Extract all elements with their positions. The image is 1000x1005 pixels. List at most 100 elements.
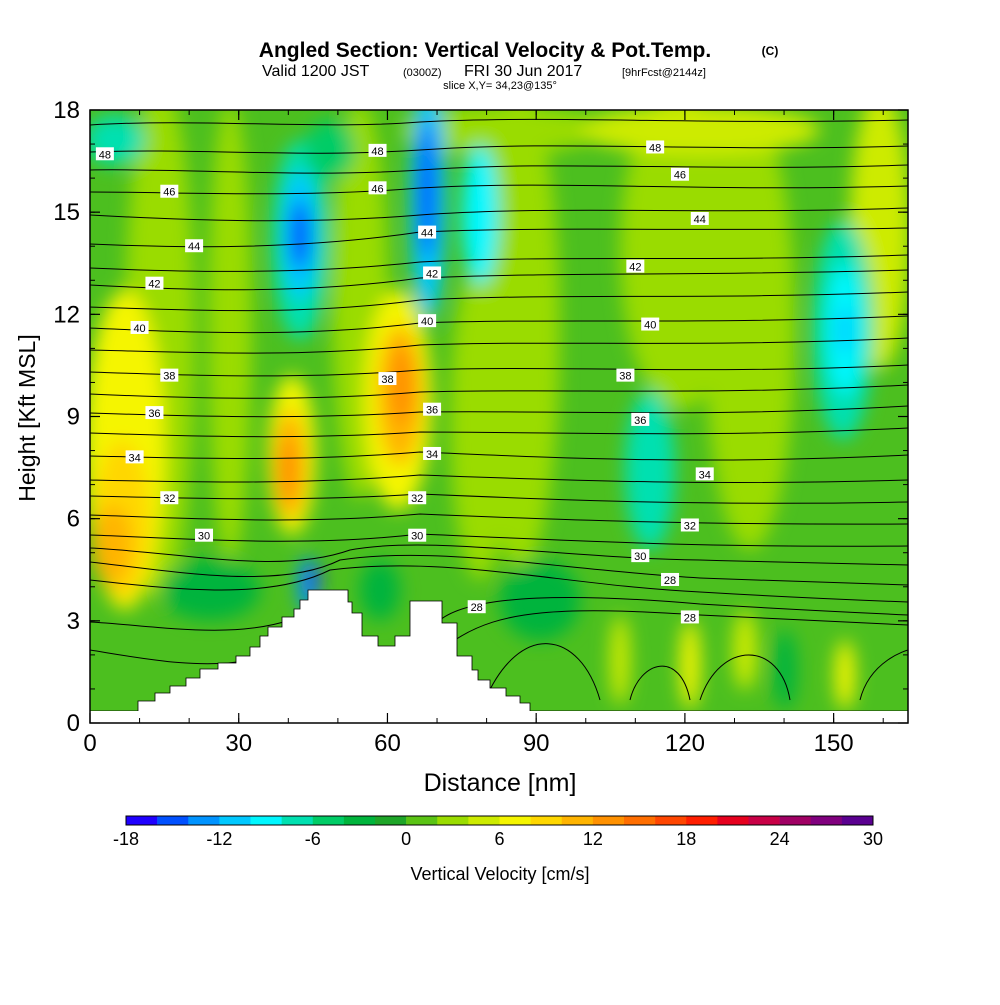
x-tick-label: 0 (83, 730, 96, 757)
theta-label-box (368, 181, 387, 195)
colorbar-swatch (406, 816, 438, 825)
theta-contour-label: 28 (684, 612, 696, 624)
colorbar-tick-label: 18 (676, 829, 696, 849)
x-tick-label: 90 (523, 730, 550, 757)
x-tick-label: 120 (665, 730, 705, 757)
x-tick-label: 60 (374, 730, 401, 757)
theta-label-box (145, 406, 164, 420)
chart-subtitle: Valid 1200 JST (0300Z) FRI 30 Jun 2017 [… (262, 63, 706, 80)
theta-label-box (690, 211, 709, 225)
colorbar-ticks: -18 -12 -6 0 6 12 18 24 30 (113, 829, 883, 849)
colorbar-swatch (468, 816, 500, 825)
theta-label-box (160, 184, 179, 198)
terrain (90, 589, 908, 711)
colorbar-tick-label: -6 (305, 829, 321, 849)
theta-label-box (670, 167, 689, 181)
theta-label-box (195, 528, 214, 542)
theta-contour-label: 40 (421, 316, 433, 328)
y-axis-label: Height [Kft MSL] (14, 334, 40, 501)
theta-contour-label: 34 (426, 449, 438, 461)
theta-label-box (418, 314, 437, 328)
theta-contour-label: 32 (163, 493, 175, 505)
colorbar-swatch (375, 816, 407, 825)
colorbar-swatch (810, 816, 843, 825)
theta-label-box (408, 491, 427, 505)
chart-title-unit: (C) (762, 44, 779, 58)
colorbar-tick-label: 6 (494, 829, 504, 849)
theta-contour-labels: 48 48 48 46 46 46 44 44 44 42 42 42 40 40 40 38 38 38 36 36… (95, 140, 714, 624)
theta-contour-label: 38 (619, 371, 631, 383)
x-tick-label: 150 (814, 730, 854, 757)
theta-contour-label: 40 (133, 323, 145, 335)
theta-label-box (418, 225, 437, 239)
theta-contour-label: 28 (471, 602, 483, 614)
colorbar-frame (125, 815, 874, 826)
x-tick-label: 30 (225, 730, 252, 757)
y-tick-label: 9 (67, 404, 80, 431)
colorbar-tick-label: 30 (863, 829, 883, 849)
theta-label-box (130, 320, 149, 334)
theta-label-box (467, 600, 486, 614)
theta-contour-label: 48 (99, 149, 111, 161)
velocity-field (90, 110, 908, 711)
theta-contour-label: 32 (684, 520, 696, 532)
theta-contour-label: 42 (629, 262, 641, 274)
theta-contour-label: 46 (674, 170, 686, 182)
chart-slice-label: slice X,Y= 34,23@135° (443, 80, 557, 92)
theta-label-box (631, 549, 650, 563)
theta-label-box (680, 610, 699, 624)
theta-contour-label: 34 (699, 469, 711, 481)
theta-contour-label: 28 (664, 575, 676, 587)
colorbar-swatch (686, 816, 718, 825)
colorbar (125, 815, 874, 826)
theta-contour-label: 36 (426, 405, 438, 417)
theta-label-box (423, 446, 442, 460)
theta-label-box (680, 518, 699, 532)
y-tick-label: 3 (67, 608, 80, 635)
colorbar-swatch (157, 816, 189, 825)
colorbar-swatch (281, 816, 314, 825)
theta-contour-label: 44 (188, 241, 200, 253)
theta-label-box (408, 528, 427, 542)
theta-contour-label: 30 (634, 551, 646, 563)
colorbar-swatch (624, 816, 656, 825)
theta-contour-label: 48 (371, 146, 383, 158)
colorbar-swatch (561, 816, 594, 825)
theta-contour-label: 42 (426, 268, 438, 280)
field-blobs (90, 110, 908, 710)
colorbar-swatch (592, 816, 625, 825)
theta-label-box (641, 317, 660, 331)
theta-label-box (378, 372, 397, 386)
theta-contours (90, 118, 908, 701)
theta-contour-label: 42 (148, 279, 160, 291)
y-tick-label: 12 (53, 301, 80, 328)
colorbar-label: Vertical Velocity [cm/s] (410, 864, 589, 884)
colorbar-tick-label: 24 (770, 829, 790, 849)
colorbar-swatch (530, 816, 563, 825)
theta-label-box (695, 467, 714, 481)
theta-contour-label: 36 (634, 415, 646, 427)
colorbar-swatch (779, 816, 812, 825)
colorbar-tick-label: 12 (583, 829, 603, 849)
theta-contour-label: 38 (381, 374, 393, 386)
theta-label-box (616, 368, 635, 382)
colorbar-swatch (188, 816, 220, 825)
colorbar-swatch (126, 816, 158, 825)
theta-label-box (646, 140, 665, 154)
theta-contour-label: 44 (421, 228, 433, 240)
theta-contour-label: 30 (411, 531, 423, 543)
y-tick-label: 15 (53, 199, 80, 226)
theta-label-box (626, 259, 645, 273)
x-axis: 0 30 60 90 120 150 (83, 110, 884, 757)
theta-label-box (185, 239, 204, 253)
y-tick-label: 18 (53, 97, 80, 124)
colorbar-tick-label: -18 (113, 829, 139, 849)
theta-label-box (160, 491, 179, 505)
colorbar-swatch (437, 816, 469, 825)
theta-contour-label: 32 (411, 493, 423, 505)
chart-title: Angled Section: Vertical Velocity & Pot.… (259, 39, 711, 62)
colorbar-swatch (343, 816, 376, 825)
